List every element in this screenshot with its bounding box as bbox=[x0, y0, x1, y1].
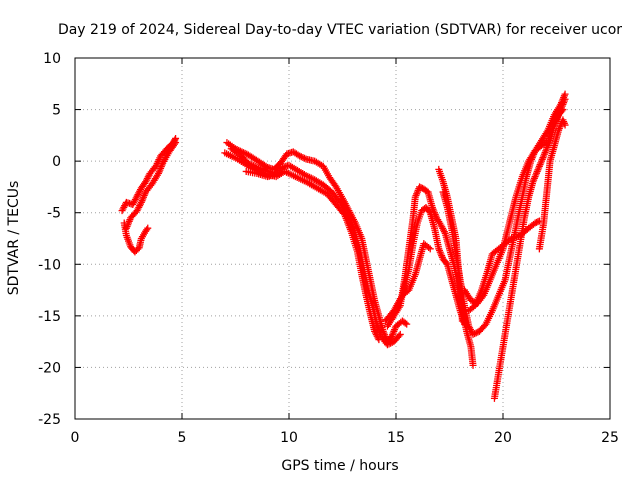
y-tick-label: -20 bbox=[38, 360, 61, 376]
data-point bbox=[469, 330, 477, 338]
y-tick-label: -10 bbox=[38, 257, 61, 273]
data-point bbox=[301, 154, 309, 162]
data-point bbox=[143, 226, 151, 234]
grid bbox=[75, 58, 610, 419]
data-point bbox=[472, 329, 480, 337]
data-point bbox=[442, 259, 450, 267]
data-point bbox=[172, 139, 180, 147]
data-point bbox=[383, 341, 391, 349]
data-point bbox=[467, 296, 475, 304]
series-trace-16 bbox=[535, 116, 569, 253]
y-tick-label: 0 bbox=[52, 154, 61, 170]
data-point bbox=[171, 140, 179, 148]
data-point bbox=[240, 149, 248, 157]
series-trace-12 bbox=[439, 90, 569, 338]
data-series bbox=[118, 90, 569, 402]
data-point bbox=[144, 224, 152, 232]
data-point bbox=[559, 106, 567, 114]
data-point bbox=[296, 152, 304, 160]
data-point bbox=[534, 218, 542, 226]
series-trace-7 bbox=[242, 167, 280, 181]
data-point bbox=[241, 149, 249, 157]
data-point bbox=[561, 121, 569, 129]
data-point bbox=[151, 163, 159, 171]
data-point bbox=[403, 320, 411, 328]
y-axis-ticks: -25 -20 -15 -10 -5 0 5 10 bbox=[38, 51, 610, 428]
x-axis-label: GPS time / hours bbox=[281, 458, 398, 474]
series-trace-14 bbox=[465, 217, 543, 315]
series-trace-15 bbox=[490, 106, 567, 402]
y-tick-label: -25 bbox=[38, 412, 61, 428]
chart-title: Day 219 of 2024, Sidereal Day-to-day VTE… bbox=[58, 22, 622, 38]
y-tick-label: 10 bbox=[43, 51, 61, 67]
data-point bbox=[458, 317, 466, 325]
data-point bbox=[136, 200, 144, 208]
data-point bbox=[471, 330, 479, 338]
x-axis-ticks: 0 5 10 15 20 25 bbox=[71, 58, 619, 446]
data-point bbox=[426, 245, 434, 253]
series-trace-10 bbox=[392, 204, 468, 328]
plot-frame bbox=[74, 57, 611, 420]
y-tick-label: -15 bbox=[38, 309, 61, 325]
data-point bbox=[561, 95, 569, 103]
data-point bbox=[272, 171, 280, 179]
series-trace-3 bbox=[122, 139, 180, 232]
data-point bbox=[425, 207, 433, 215]
y-axis-label: SDTVAR / TECUs bbox=[6, 181, 22, 296]
series-trace-6 bbox=[221, 149, 383, 344]
data-point bbox=[395, 332, 403, 340]
series-trace-4 bbox=[223, 139, 411, 346]
data-point bbox=[297, 153, 305, 161]
data-point bbox=[387, 339, 395, 347]
data-point bbox=[425, 244, 433, 252]
x-tick-label: 25 bbox=[601, 430, 619, 446]
data-point bbox=[374, 334, 382, 342]
data-point bbox=[385, 340, 393, 348]
y-tick-label: 5 bbox=[52, 103, 61, 119]
series-trace-1 bbox=[118, 134, 180, 215]
data-point bbox=[396, 330, 404, 338]
data-point bbox=[299, 154, 307, 162]
series-trace-5 bbox=[227, 145, 404, 349]
x-tick-label: 20 bbox=[494, 430, 512, 446]
data-point bbox=[469, 361, 477, 369]
x-tick-label: 0 bbox=[71, 430, 80, 446]
x-tick-label: 10 bbox=[280, 430, 298, 446]
x-tick-label: 15 bbox=[387, 430, 405, 446]
x-tick-label: 5 bbox=[178, 430, 187, 446]
y-tick-label: -5 bbox=[47, 206, 61, 222]
data-point bbox=[401, 319, 409, 327]
data-point bbox=[440, 228, 448, 236]
data-point bbox=[375, 336, 383, 344]
data-point bbox=[558, 107, 566, 115]
